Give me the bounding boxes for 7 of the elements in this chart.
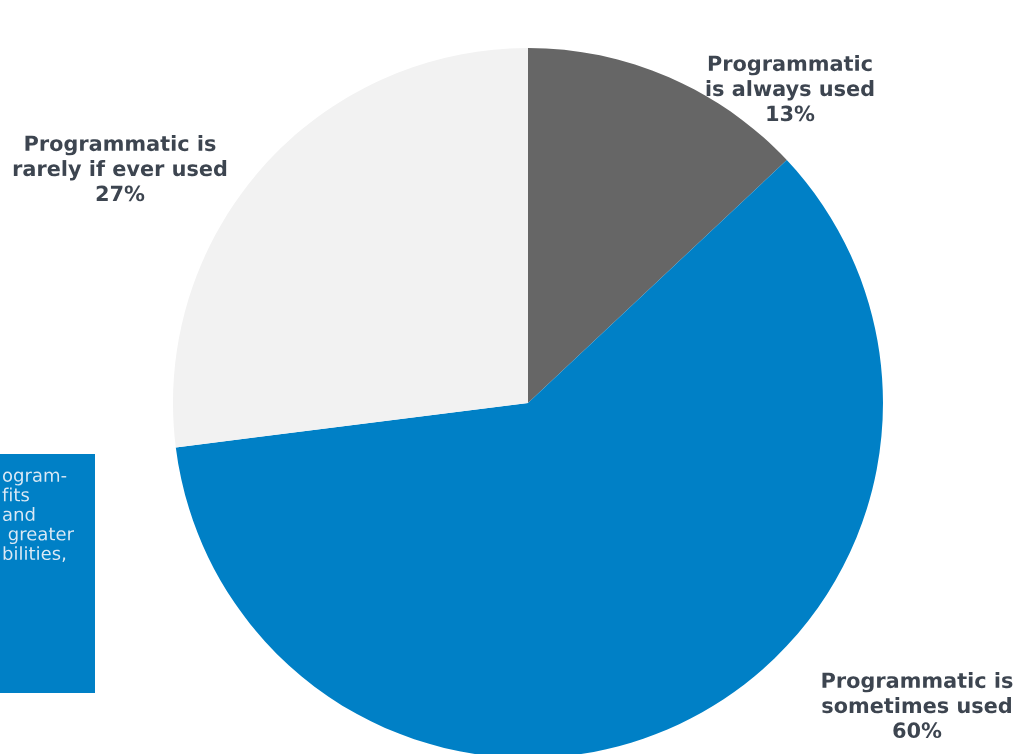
slice-label: Programmatic is sometimes used: [822, 672, 1013, 714]
data-label: 27%: [96, 185, 145, 202]
data-label: 60%: [893, 722, 942, 739]
data-label: 13%: [767, 105, 815, 122]
text: ogram- fits and greater bilities,: [2, 471, 74, 562]
slice-label: Programmatic is rarely if ever used: [13, 135, 227, 181]
slice-label: Programmatic is always used: [706, 55, 874, 101]
